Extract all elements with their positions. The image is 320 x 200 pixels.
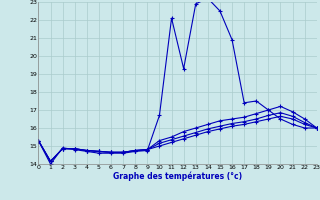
X-axis label: Graphe des températures (°c): Graphe des températures (°c) [113, 172, 242, 181]
